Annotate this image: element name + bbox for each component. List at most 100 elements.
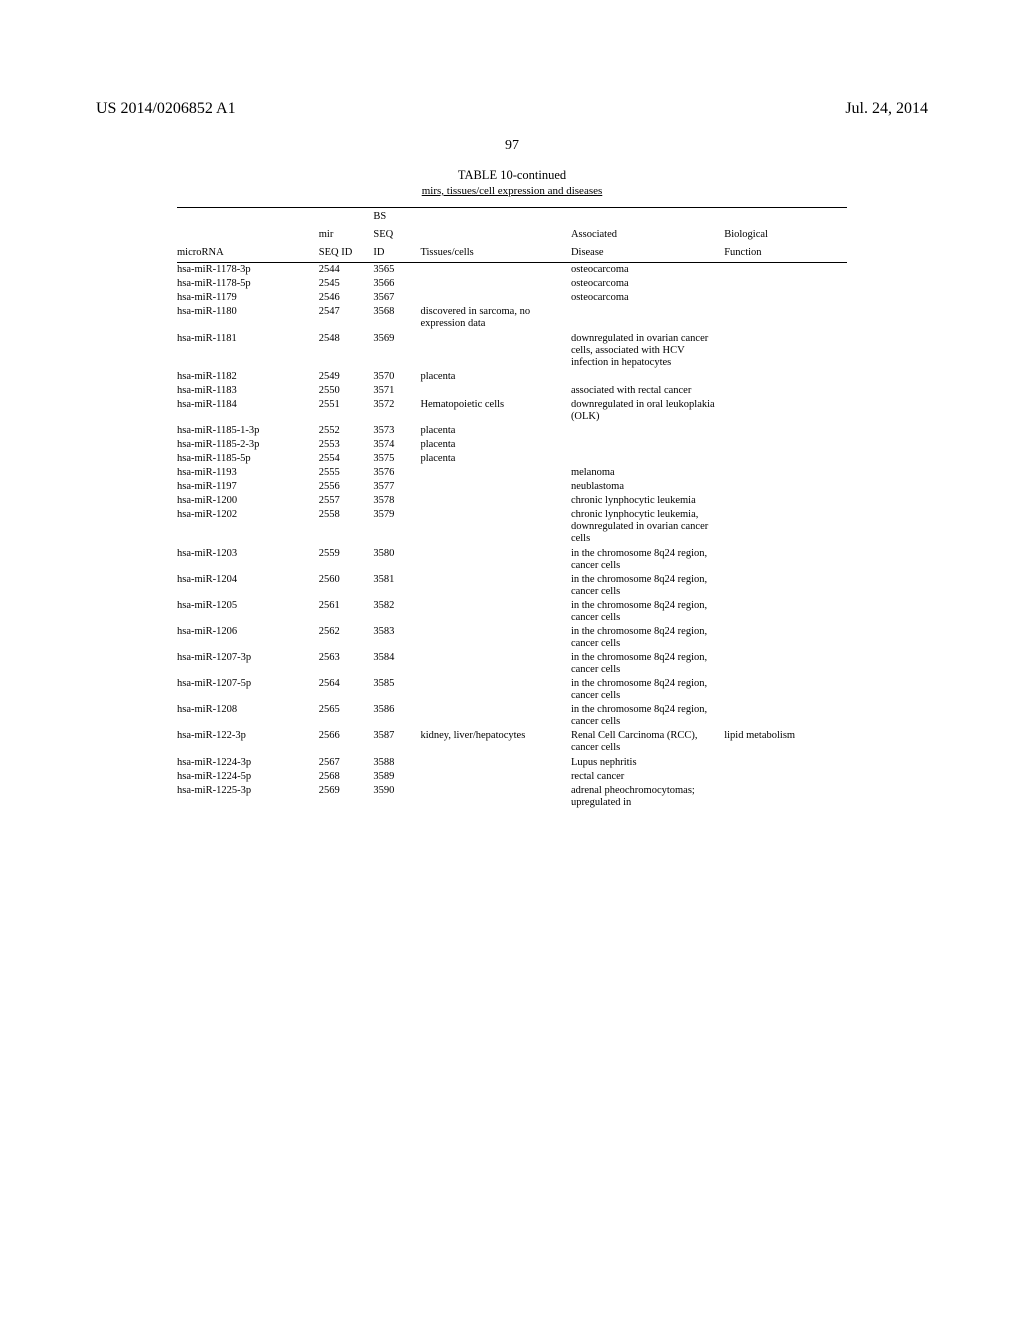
cell-mrna: hsa-miR-1204 — [177, 573, 319, 599]
cell-disease: in the chromosome 8q24 region, cancer ce… — [571, 703, 724, 729]
cell-func — [724, 651, 847, 677]
cell-bs: 3568 — [373, 305, 420, 331]
table-row: hsa-miR-118425513572Hematopoietic cellsd… — [177, 398, 847, 424]
cell-bs: 3580 — [373, 547, 420, 573]
col-bs-l1: BS — [373, 208, 420, 227]
cell-seq: 2563 — [319, 651, 374, 677]
col-microrna: microRNA — [177, 244, 319, 263]
cell-seq: 2561 — [319, 599, 374, 625]
cell-disease: melanoma — [571, 466, 724, 480]
cell-mrna: hsa-miR-1208 — [177, 703, 319, 729]
cell-seq: 2566 — [319, 729, 374, 755]
col-tissues: Tissues/cells — [420, 244, 571, 263]
cell-disease: downregulated in oral leukoplakia (OLK) — [571, 398, 724, 424]
cell-tissue — [420, 547, 571, 573]
table-row: hsa-miR-119725563577neublastoma — [177, 480, 847, 494]
cell-disease: in the chromosome 8q24 region, cancer ce… — [571, 677, 724, 703]
cell-bs: 3582 — [373, 599, 420, 625]
publication-date: Jul. 24, 2014 — [845, 100, 928, 118]
cell-mrna: hsa-miR-1183 — [177, 384, 319, 398]
cell-seq: 2547 — [319, 305, 374, 331]
cell-tissue — [420, 466, 571, 480]
cell-mrna: hsa-miR-1200 — [177, 494, 319, 508]
cell-tissue — [420, 508, 571, 546]
cell-tissue: kidney, liver/hepatocytes — [420, 729, 571, 755]
cell-tissue — [420, 384, 571, 398]
cell-tissue — [420, 625, 571, 651]
cell-func — [724, 756, 847, 770]
cell-seq: 2567 — [319, 756, 374, 770]
cell-disease: in the chromosome 8q24 region, cancer ce… — [571, 599, 724, 625]
table-row: hsa-miR-118125483569downregulated in ova… — [177, 332, 847, 370]
cell-tissue — [420, 677, 571, 703]
cell-disease: in the chromosome 8q24 region, cancer ce… — [571, 573, 724, 599]
cell-seq: 2550 — [319, 384, 374, 398]
cell-mrna: hsa-miR-1185-5p — [177, 452, 319, 466]
col-func-l1: Biological — [724, 226, 847, 244]
col-disease-l2: Disease — [571, 244, 724, 263]
cell-seq: 2551 — [319, 398, 374, 424]
cell-disease — [571, 370, 724, 384]
cell-func — [724, 452, 847, 466]
page-header: US 2014/0206852 A1 Jul. 24, 2014 — [96, 100, 928, 118]
cell-disease — [571, 452, 724, 466]
cell-tissue: discovered in sarcoma, no expression dat… — [420, 305, 571, 331]
table-row: hsa-miR-120825653586in the chromosome 8q… — [177, 703, 847, 729]
cell-seq: 2548 — [319, 332, 374, 370]
cell-tissue — [420, 770, 571, 784]
cell-func — [724, 466, 847, 480]
table-row: hsa-miR-120425603581in the chromosome 8q… — [177, 573, 847, 599]
cell-disease: downregulated in ovarian cancer cells, a… — [571, 332, 724, 370]
cell-func — [724, 599, 847, 625]
cell-tissue: placenta — [420, 438, 571, 452]
cell-mrna: hsa-miR-1224-3p — [177, 756, 319, 770]
cell-bs: 3584 — [373, 651, 420, 677]
page: US 2014/0206852 A1 Jul. 24, 2014 97 TABL… — [0, 0, 1024, 1320]
cell-bs: 3587 — [373, 729, 420, 755]
cell-func — [724, 703, 847, 729]
cell-disease — [571, 424, 724, 438]
table-row: hsa-miR-118325503571associated with rect… — [177, 384, 847, 398]
cell-mrna: hsa-miR-1197 — [177, 480, 319, 494]
cell-tissue — [420, 599, 571, 625]
cell-func — [724, 370, 847, 384]
cell-bs: 3585 — [373, 677, 420, 703]
cell-mrna: hsa-miR-1205 — [177, 599, 319, 625]
col-bs-l3: ID — [373, 244, 420, 263]
cell-seq: 2565 — [319, 703, 374, 729]
cell-seq: 2557 — [319, 494, 374, 508]
col-disease-l1: Associated — [571, 226, 724, 244]
table-row: hsa-miR-120625623583in the chromosome 8q… — [177, 625, 847, 651]
cell-disease: neublastoma — [571, 480, 724, 494]
cell-disease: rectal cancer — [571, 770, 724, 784]
cell-bs: 3575 — [373, 452, 420, 466]
cell-tissue — [420, 784, 571, 810]
cell-disease: osteocarcoma — [571, 277, 724, 291]
cell-bs: 3572 — [373, 398, 420, 424]
cell-func — [724, 480, 847, 494]
cell-tissue — [420, 291, 571, 305]
cell-bs: 3579 — [373, 508, 420, 546]
cell-disease: in the chromosome 8q24 region, cancer ce… — [571, 547, 724, 573]
cell-func — [724, 398, 847, 424]
cell-bs: 3588 — [373, 756, 420, 770]
cell-seq: 2556 — [319, 480, 374, 494]
cell-mrna: hsa-miR-1193 — [177, 466, 319, 480]
cell-mrna: hsa-miR-1180 — [177, 305, 319, 331]
cell-disease: in the chromosome 8q24 region, cancer ce… — [571, 625, 724, 651]
table-row: hsa-miR-1224-5p25683589rectal cancer — [177, 770, 847, 784]
cell-seq: 2568 — [319, 770, 374, 784]
table-row: hsa-miR-120525613582 in the chromosome 8q… — [177, 599, 847, 625]
table-row: hsa-miR-118025473568discovered in sarcom… — [177, 305, 847, 331]
table-title: TABLE 10-continued — [96, 168, 928, 183]
table-row: hsa-miR-1207-5p25643585in the chromosome… — [177, 677, 847, 703]
table-row: hsa-miR-120325593580in the chromosome 8q… — [177, 547, 847, 573]
cell-func — [724, 508, 847, 546]
cell-mrna: hsa-miR-1206 — [177, 625, 319, 651]
cell-bs: 3565 — [373, 263, 420, 278]
cell-disease: in the chromosome 8q24 region, cancer ce… — [571, 651, 724, 677]
cell-bs: 3574 — [373, 438, 420, 452]
table-row: hsa-miR-117925463567osteocarcoma — [177, 291, 847, 305]
cell-seq: 2555 — [319, 466, 374, 480]
cell-func — [724, 384, 847, 398]
